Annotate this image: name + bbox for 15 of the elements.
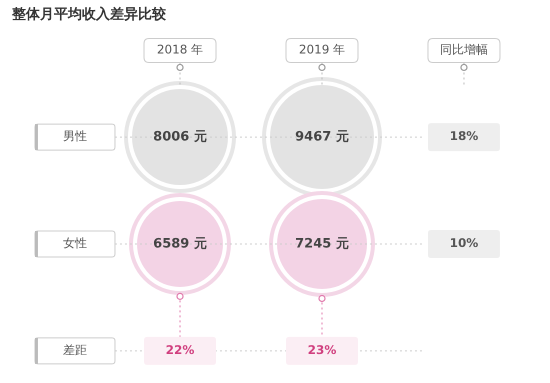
- y-tick-label: 女性: [62, 236, 87, 250]
- data-label: 7245 元: [295, 236, 349, 252]
- data-label: 6589 元: [153, 236, 207, 252]
- data-label: 23%: [308, 343, 336, 358]
- data-label: 10%: [450, 236, 478, 250]
- x-tick-label: 同比增幅: [440, 42, 488, 57]
- data-label: 22%: [166, 343, 194, 358]
- x-tick-label: 2018 年: [156, 42, 204, 57]
- data-label: 9467 元: [295, 129, 349, 144]
- chart-title: 整体月平均收入差异比较: [11, 6, 167, 23]
- data-label: 8006 元: [153, 129, 207, 144]
- y-tick-label: 男性: [62, 129, 87, 144]
- x-tick-label: 2019 年: [298, 42, 346, 57]
- y-tick-label: 差距: [62, 343, 87, 358]
- data-label: 18%: [450, 129, 478, 144]
